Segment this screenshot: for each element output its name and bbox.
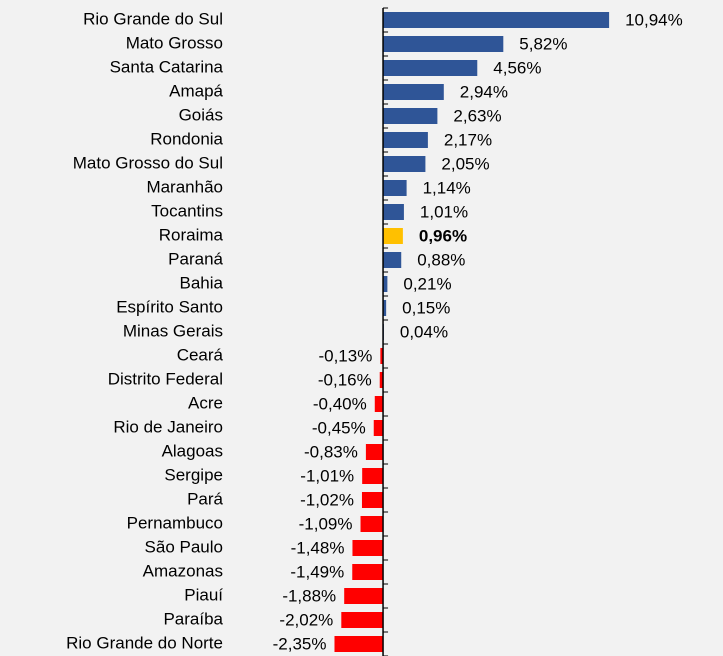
bar — [362, 468, 384, 484]
bar — [352, 540, 384, 556]
category-label: Bahia — [180, 273, 224, 292]
category-label: Piauí — [184, 585, 223, 604]
bar — [344, 588, 384, 604]
bar — [383, 228, 403, 244]
value-label: -1,48% — [291, 538, 345, 557]
bar — [383, 252, 402, 268]
bar — [383, 156, 426, 172]
value-label: -1,49% — [290, 562, 344, 581]
value-label: 1,14% — [423, 178, 471, 197]
value-label: 0,96% — [419, 226, 467, 245]
bar — [361, 492, 384, 508]
category-label: Roraima — [159, 225, 224, 244]
category-label: Paraíba — [163, 609, 223, 628]
value-label: -1,09% — [299, 514, 353, 533]
bar — [365, 444, 384, 460]
value-label: -0,83% — [304, 442, 358, 461]
bar — [334, 636, 384, 652]
category-label: Santa Catarina — [110, 57, 224, 76]
bar — [383, 108, 438, 124]
value-label: 2,17% — [444, 130, 492, 149]
bar — [383, 180, 407, 196]
category-label: Paraná — [168, 249, 223, 268]
category-label: Distrito Federal — [108, 369, 223, 388]
bar — [373, 420, 384, 436]
bar — [383, 132, 428, 148]
category-label: Amazonas — [143, 561, 223, 580]
category-label: Minas Gerais — [123, 321, 223, 340]
value-label: -0,45% — [312, 418, 366, 437]
value-label: 2,63% — [453, 106, 501, 125]
value-label: 0,88% — [417, 250, 465, 269]
category-label: Ceará — [177, 345, 224, 364]
bar — [383, 12, 610, 28]
bar — [380, 348, 384, 364]
category-label: Sergipe — [164, 465, 223, 484]
bar — [374, 396, 384, 412]
value-label: 5,82% — [519, 34, 567, 53]
bar — [383, 204, 404, 220]
category-label: Rio Grande do Sul — [83, 9, 223, 28]
bar — [341, 612, 384, 628]
value-label: 1,01% — [420, 202, 468, 221]
value-label: -0,13% — [318, 346, 372, 365]
value-label: -0,40% — [313, 394, 367, 413]
bar — [352, 564, 384, 580]
category-label: Acre — [188, 393, 223, 412]
bar — [379, 372, 384, 388]
value-label: 4,56% — [493, 58, 541, 77]
category-label: Rondonia — [150, 129, 223, 148]
value-label: 0,15% — [402, 298, 450, 317]
category-label: Mato Grosso — [126, 33, 223, 52]
value-label: -2,35% — [273, 634, 327, 653]
value-label: -1,02% — [300, 490, 354, 509]
bar — [383, 60, 478, 76]
value-label: 10,94% — [625, 10, 683, 29]
category-label: Goiás — [179, 105, 223, 124]
category-label: Rio Grande do Norte — [66, 633, 223, 652]
category-label: Tocantins — [151, 201, 223, 220]
value-label: 2,94% — [460, 82, 508, 101]
bar — [383, 276, 388, 292]
value-label: -0,16% — [318, 370, 372, 389]
value-label: -2,02% — [279, 610, 333, 629]
value-label: 0,04% — [400, 322, 448, 341]
category-label: Espírito Santo — [116, 297, 223, 316]
bar — [360, 516, 384, 532]
value-label: -1,01% — [300, 466, 354, 485]
bar — [383, 300, 387, 316]
category-label: Maranhão — [146, 177, 223, 196]
bar — [383, 84, 444, 100]
value-label: -1,88% — [282, 586, 336, 605]
category-label: Mato Grosso do Sul — [73, 153, 223, 172]
bar — [383, 36, 504, 52]
category-label: Pará — [187, 489, 223, 508]
value-label: 0,21% — [403, 274, 451, 293]
category-label: Amapá — [169, 81, 223, 100]
category-label: Rio de Janeiro — [113, 417, 223, 436]
category-label: Pernambuco — [127, 513, 223, 532]
category-label: São Paulo — [145, 537, 223, 556]
value-label: 2,05% — [441, 154, 489, 173]
category-label: Alagoas — [162, 441, 223, 460]
